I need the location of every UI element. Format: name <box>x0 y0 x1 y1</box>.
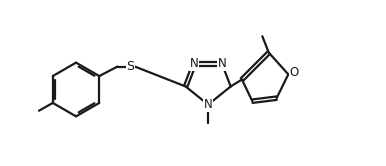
Text: S: S <box>127 60 134 73</box>
Text: N: N <box>190 57 199 70</box>
Text: O: O <box>290 66 299 79</box>
Text: N: N <box>218 57 227 70</box>
Text: N: N <box>204 98 213 111</box>
